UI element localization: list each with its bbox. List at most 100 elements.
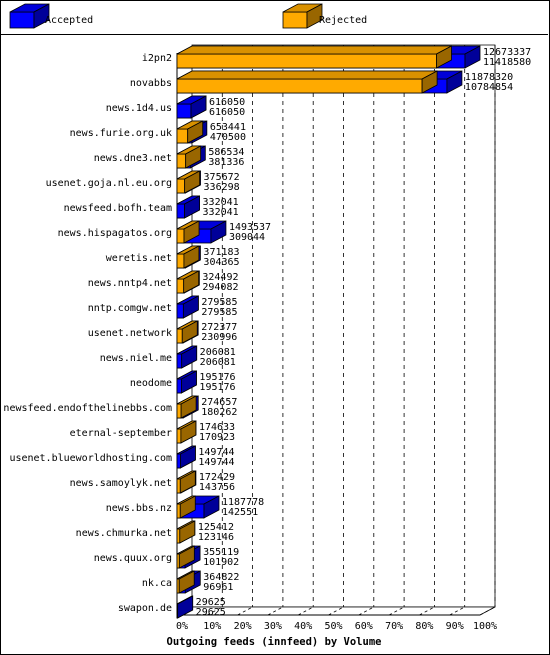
data-label-rejected: 279585 [201, 307, 237, 318]
data-label-rejected: 142551 [222, 507, 258, 518]
data-label-accepted: 195176 [199, 372, 235, 383]
data-label-accepted: 29625 [196, 597, 226, 608]
x-tick-label: 70% [385, 621, 403, 632]
y-tick-label: nntp.comgw.net [88, 303, 172, 314]
bar-rejected [176, 520, 196, 544]
y-tick-label: news.quux.org [94, 553, 172, 564]
bar-accepted [176, 370, 197, 394]
y-tick-label: eternal-september [70, 428, 172, 439]
y-tick-label: news.nntp4.net [88, 278, 172, 289]
bar-rejected [176, 495, 196, 519]
data-label-rejected: 206081 [200, 357, 236, 368]
data-label-rejected: 309044 [229, 232, 265, 243]
data-label-accepted: 1493537 [229, 222, 271, 233]
bar-accepted [176, 295, 199, 319]
bar-rejected [176, 395, 197, 419]
y-tick-label: news.1d4.us [106, 103, 172, 114]
bar-rejected [176, 545, 195, 569]
bar-accepted [176, 195, 200, 219]
x-tick-label: 10% [203, 621, 221, 632]
data-label-accepted: 371183 [203, 247, 239, 258]
gridline-floor-8 [419, 606, 435, 616]
data-label-accepted: 149744 [198, 447, 234, 458]
y-tick-label: news.chmurka.net [76, 528, 172, 539]
bar-rejected [176, 420, 197, 444]
data-label-accepted: 206081 [200, 347, 236, 358]
gridline-floor-7 [388, 606, 405, 616]
data-label-accepted: 274657 [201, 397, 237, 408]
bar-rejected [176, 245, 200, 269]
x-tick-label: 40% [294, 621, 312, 632]
data-label-rejected: 29625 [196, 607, 226, 618]
data-label-accepted: 332041 [203, 197, 239, 208]
bar-accepted [176, 595, 194, 619]
data-label-accepted: 174633 [199, 422, 235, 433]
bar-rejected [176, 170, 201, 194]
data-label-rejected: 230996 [201, 332, 237, 343]
y-tick-label: neodome [130, 378, 172, 389]
y-tick-label: news.furie.org.uk [70, 128, 172, 139]
x-tick-label: 100% [473, 621, 497, 632]
bar-rejected [176, 470, 196, 494]
x-axis-title: Outgoing feeds (innfeed) by Volume [167, 636, 382, 648]
legend-label-accepted: Accepted [45, 15, 93, 26]
gridline-floor-10 [479, 606, 496, 616]
data-label-accepted: 1187778 [222, 497, 264, 508]
x-tick-label: 60% [355, 621, 373, 632]
data-label-rejected: 96961 [203, 582, 233, 593]
gridline-floor-9 [449, 606, 465, 616]
bar-rejected [176, 320, 198, 344]
data-label-rejected: 149744 [198, 457, 234, 468]
data-label-rejected: 304365 [203, 257, 239, 268]
data-label-accepted: 355119 [203, 547, 239, 558]
x-tick-label: 0% [176, 621, 188, 632]
legend-swatch-accepted [9, 3, 50, 29]
legend-swatch-accepted-box [9, 3, 50, 29]
y-tick-label: news.dne3.net [94, 153, 172, 164]
x-tick-label: 20% [234, 621, 252, 632]
x-tick-label: 30% [264, 621, 282, 632]
bar-rejected [176, 270, 200, 294]
data-label-accepted: 125412 [198, 522, 234, 533]
data-label-rejected: 294082 [202, 282, 238, 293]
data-label-rejected: 10784854 [465, 82, 513, 93]
bar-rejected [176, 220, 200, 244]
data-label-accepted: 279585 [201, 297, 237, 308]
y-tick-label: newsfeed.endofthelinebbs.com [3, 403, 172, 414]
data-label-rejected: 180262 [201, 407, 237, 418]
data-label-rejected: 332041 [203, 207, 239, 218]
x-tick-label: 80% [415, 621, 433, 632]
data-label-rejected: 616050 [209, 107, 245, 118]
data-label-accepted: 616050 [209, 97, 245, 108]
y-tick-label: news.bbs.nz [106, 503, 172, 514]
y-tick-label: swapon.de [118, 603, 172, 614]
y-tick-label: usenet.network [88, 328, 172, 339]
y-tick-label: weretis.net [106, 253, 172, 264]
x-tick-label: 90% [446, 621, 464, 632]
y-tick-label: news.niel.me [100, 353, 172, 364]
legend-label-rejected: Rejected [319, 15, 367, 26]
y-tick-label: novabbs [130, 78, 172, 89]
legend-swatch-rejected [282, 3, 323, 29]
data-label-accepted: 586534 [208, 147, 244, 158]
data-label-rejected: 336298 [204, 182, 240, 193]
bar-accepted [176, 445, 196, 469]
data-label-rejected: 470500 [210, 132, 246, 143]
gridline-floor-2 [237, 606, 253, 616]
data-label-accepted: 375672 [204, 172, 240, 183]
y-tick-label: nk.ca [142, 578, 172, 589]
bar-rejected [176, 45, 452, 69]
y-tick-label: news.hispagatos.org [58, 228, 172, 239]
legend-separator [1, 34, 548, 35]
gridline-floor-6 [358, 606, 374, 616]
legend: Accepted Rejected [9, 3, 367, 29]
bar-rejected [176, 70, 438, 94]
data-label-rejected: 170923 [199, 432, 235, 443]
data-label-accepted: 324492 [202, 272, 238, 283]
y-tick-label: usenet.goja.nl.eu.org [46, 178, 172, 189]
data-label-rejected: 11418580 [483, 57, 531, 68]
legend-swatch-rejected-box [282, 3, 323, 29]
data-label-accepted: 12673337 [483, 47, 531, 58]
data-label-rejected: 101902 [203, 557, 239, 568]
